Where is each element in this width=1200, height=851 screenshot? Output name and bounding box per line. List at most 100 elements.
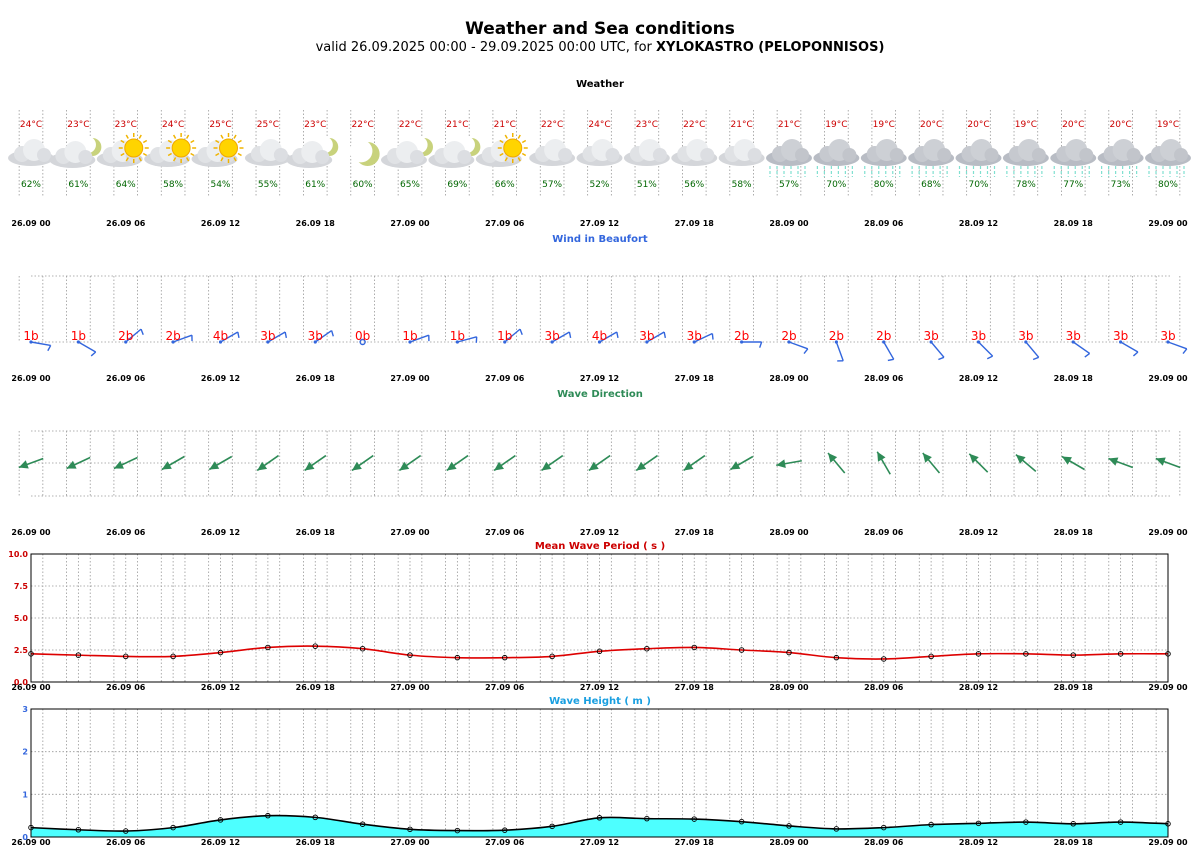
beaufort-label: 3b [687,329,702,343]
time-tick-label: 26.09 06 [106,683,146,692]
time-tick-label: 26.09 06 [106,838,146,847]
barb-feather [237,331,240,339]
sun-ray [499,139,504,144]
time-tick-label: 27.09 00 [390,838,430,847]
barb-shaft [409,334,430,343]
wind-barb [597,331,619,344]
barb-feather [938,356,945,361]
wave-direction-grid [18,431,1181,496]
data-point [407,826,413,833]
cloud-part [410,150,424,164]
sun-ray [521,139,527,144]
wind-barb [455,336,478,344]
sun-ray [138,157,142,162]
data-point [1117,651,1124,657]
sun-ray [504,157,508,162]
wave-direction-arrow [776,459,802,468]
wind-barb [124,328,144,344]
cloud-icon [244,139,291,166]
barb-feather [47,345,52,352]
temperature-label: 23°C [304,120,326,130]
data-point [359,821,366,827]
cloud-rain-icon [955,139,1002,177]
wind-barb [976,340,994,360]
cloud-moon-icon [381,136,433,168]
cloud-part [315,150,330,164]
barb-origin [455,340,459,344]
humidity-label: 73% [1111,180,1131,190]
barb-origin [1166,340,1170,344]
humidity-label: 80% [1158,180,1178,190]
barb-shaft [220,331,239,343]
temperature-label: 21°C [731,120,753,130]
time-tick-label: 26.09 18 [296,838,336,847]
barb-origin [29,340,33,344]
barb-origin [218,340,223,344]
y-tick-label: 5.0 [14,614,29,623]
barb-feather [711,333,714,340]
sun-ray [185,134,190,139]
time-tick-label: 26.09 00 [11,528,51,537]
barb-shaft [599,331,618,343]
beaufort-label: 1b [450,329,465,343]
cloud-rain-icon [1050,139,1097,177]
temperature-label: 22°C [352,120,374,130]
wave-direction-arrow [683,454,706,472]
data-point [833,654,840,661]
wave-direction-arrow [18,457,44,469]
barb-feather [663,331,667,339]
arrow-head [494,461,504,471]
barb-feather [519,328,523,335]
barb-origin [1119,340,1123,344]
arrow-head [541,461,552,471]
time-tick-label: 28.09 06 [864,374,904,383]
time-tick-label: 28.09 18 [1054,528,1094,537]
y-tick-label: 2 [22,748,28,757]
sun-ray [172,157,177,162]
cloud-rain-icon [1145,139,1191,177]
time-tick-label: 26.09 12 [201,838,240,847]
time-tick-label: 26.09 06 [106,374,146,383]
wind-barb [266,331,288,344]
cloud-part [747,148,762,162]
time-tick-label: 27.09 00 [390,683,430,692]
arrow-head [828,453,838,463]
arrow-head [209,461,220,470]
temperature-label: 20°C [1062,120,1084,130]
time-tick-label: 26.09 18 [296,374,336,383]
temperature-label: 19°C [1157,120,1179,130]
cloud-rain-icon [860,139,907,177]
humidity-label: 70% [968,180,988,190]
arrow-head [1015,454,1026,464]
humidity-label: 58% [732,180,752,190]
arrow-head [66,460,77,469]
barb-feather [803,348,809,354]
beaufort-label: 3b [971,329,986,343]
barb-shaft [30,341,51,347]
arrow-head [877,451,886,462]
sun-ray [215,139,220,144]
cloud-icon [8,139,54,166]
time-tick-label: 28.09 06 [864,528,904,537]
humidity-label: 56% [684,180,704,190]
time-tick-label: 27.09 00 [390,219,430,228]
mean-wave-period-frame [30,553,1169,683]
temperature-label: 20°C [920,120,942,130]
barb-shaft [930,341,945,358]
sun-ray [125,134,129,139]
time-tick-label: 27.09 18 [675,528,715,537]
beaufort-label: 3b [1113,329,1128,343]
cloud-part [1079,148,1094,162]
cloud-part [889,148,904,162]
barb-feather [140,328,144,335]
data-point [170,824,176,831]
time-tick-label: 27.09 06 [485,528,525,537]
y-tick-label: 0 [22,833,28,842]
wave-height-title: Wave Height ( m ) [549,696,651,707]
sun-ray [138,134,142,139]
chart-title: Weather and Sea conditions [465,19,735,39]
barb-origin [692,340,696,344]
time-tick-label: 26.09 18 [296,528,336,537]
wind-barb [408,334,430,344]
humidity-label: 64% [116,180,136,190]
